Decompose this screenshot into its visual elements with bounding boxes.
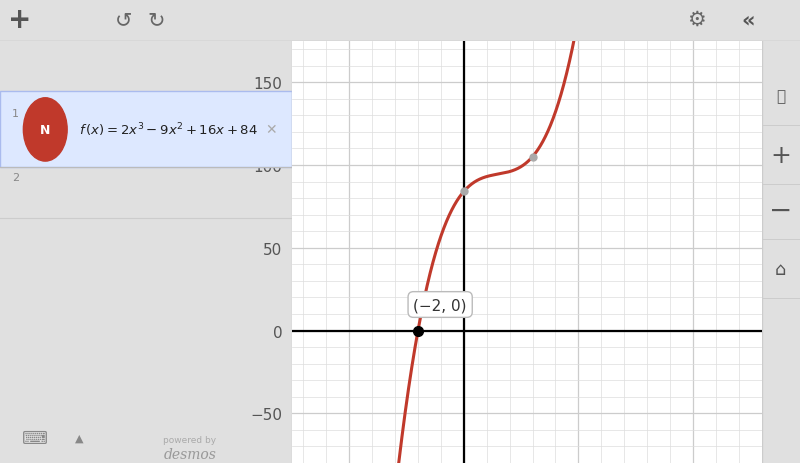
Text: 🔧: 🔧 — [776, 89, 786, 104]
Text: N: N — [40, 124, 50, 137]
Text: +: + — [770, 144, 791, 168]
Text: ⌨: ⌨ — [22, 429, 48, 447]
Text: ⚙: ⚙ — [686, 10, 706, 30]
Text: desmos: desmos — [163, 447, 216, 461]
Text: ↻: ↻ — [147, 10, 165, 30]
Text: 1: 1 — [12, 109, 18, 119]
Text: $f\,(x) = 2x^3 - 9x^2 + 16x + 84$: $f\,(x) = 2x^3 - 9x^2 + 16x + 84$ — [79, 121, 258, 139]
FancyBboxPatch shape — [0, 92, 292, 168]
Text: 2: 2 — [12, 172, 19, 182]
Text: ✕: ✕ — [266, 123, 278, 137]
Text: ▲: ▲ — [74, 433, 83, 443]
Text: powered by: powered by — [163, 435, 216, 444]
Circle shape — [23, 99, 67, 162]
Text: «: « — [742, 10, 754, 30]
Text: ↺: ↺ — [115, 10, 133, 30]
Text: ⌂: ⌂ — [775, 260, 786, 278]
Text: (−2, 0): (−2, 0) — [414, 297, 467, 313]
Text: +: + — [8, 6, 32, 34]
Text: −: − — [769, 196, 793, 224]
